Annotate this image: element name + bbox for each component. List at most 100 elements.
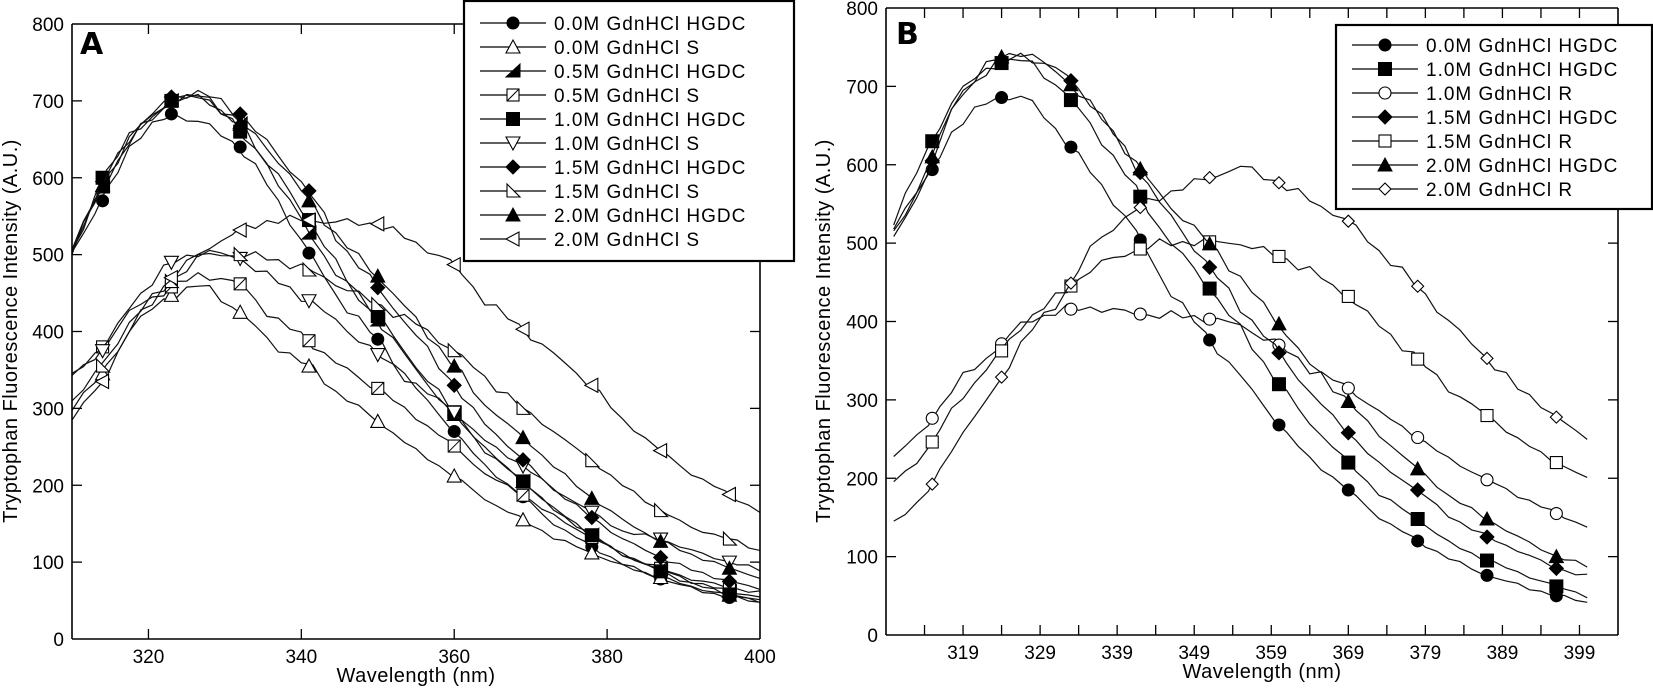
panel-b-data-point-0-0m-gdnhcl-hgdc xyxy=(1411,534,1425,548)
panel-a-x-tick-label: 320 xyxy=(133,647,165,668)
panel-a-data-point-1-5m-gdnhcl-s xyxy=(654,502,669,518)
panel-a-legend-entry: 1.5M GdnHCl S xyxy=(554,182,700,203)
panel-a-legend-entry: 1.5M GdnHCl HGDC xyxy=(554,158,746,179)
panel-b-data-point-0-0m-gdnhcl-hgdc xyxy=(995,91,1009,105)
panel-b-data-point-1-5m-gdnhcl-hgdc xyxy=(1271,345,1287,361)
panel-b-series-group xyxy=(893,48,1588,603)
panel-a-y-tick-label: 100 xyxy=(32,553,64,574)
panel-a-data-point-1-0m-gdnhcl-s xyxy=(163,255,180,271)
panel-b-data-point-2-0m-gdnhcl-hgdc xyxy=(1132,160,1149,176)
panel-b-data-point-2-0m-gdnhcl-hgdc xyxy=(1271,315,1287,331)
panel-b-x-tick-label: 399 xyxy=(1564,643,1596,664)
panel-b-series-line-1-0m-gdnhcl-r xyxy=(893,303,1588,528)
panel-a-data-point-0-0m-gdnhcl-hgdc xyxy=(302,246,316,260)
panel-a-data-point-0-0m-gdnhcl-s xyxy=(369,413,386,428)
panel-b-y-tick-label: 800 xyxy=(846,0,878,20)
panel-a-legend-entry: 0.0M GdnHCl S xyxy=(554,38,700,59)
panel-a-legend-marker-0-5m-gdnhcl-hgdc xyxy=(504,62,521,78)
panel-b-data-point-2-0m-gdnhcl-hgdc xyxy=(1201,235,1218,251)
panel-b-legend-entry: 2.0M GdnHCl HGDC xyxy=(1426,156,1618,177)
panel-b-data-point-2-0m-gdnhcl-r xyxy=(1133,200,1148,215)
panel-a-data-point-2-0m-gdnhcl-hgdc xyxy=(94,177,111,192)
panel-b-legend-marker-0-0m-gdnhcl-hgdc xyxy=(1378,38,1392,52)
panel-b-legend-marker-1-5m-gdnhcl-hgdc xyxy=(1377,109,1393,125)
panel-b-legend: 0.0M GdnHCl HGDC 1.0M GdnHCl HGDC 1.0M Gdn… xyxy=(1334,23,1653,211)
panel-b-series-line-1-5m-gdnhcl-r xyxy=(893,237,1588,483)
panel-a-data-point-1-5m-gdnhcl-s xyxy=(302,261,318,277)
panel-b-data-point-0-0m-gdnhcl-hgdc xyxy=(1203,333,1217,347)
panel-a-data-point-2-0m-gdnhcl-hgdc xyxy=(446,358,463,373)
panel-b-y-tick-label: 500 xyxy=(846,234,878,255)
panel-b-data-point-1-0m-gdnhcl-r xyxy=(1341,381,1355,395)
panel-a-series-line-2-0m-gdnhcl-s xyxy=(71,214,761,514)
panel-a-data-point-0-0m-gdnhcl-s xyxy=(232,304,249,319)
panel-a-legend-marker-0-5m-gdnhcl-s xyxy=(506,88,520,102)
panel-a-data-point-1-5m-gdnhcl-s xyxy=(233,246,249,262)
panel-a-data-point-1-5m-gdnhcl-hgdc xyxy=(721,573,738,590)
panel-a-data-point-1-5m-gdnhcl-hgdc xyxy=(446,377,462,394)
panel-b-data-point-0-0m-gdnhcl-hgdc xyxy=(1272,418,1286,432)
panel-b-legend-entry: 1.5M GdnHCl HGDC xyxy=(1426,108,1618,129)
panel-a-data-point-2-0m-gdnhcl-hgdc xyxy=(721,560,738,575)
panel-b-series-line-2-0m-gdnhcl-hgdc xyxy=(893,52,1588,568)
panel-a-data-point-1-0m-gdnhcl-hgdc xyxy=(370,309,385,324)
panel-a-data-point-0-0m-gdnhcl-hgdc xyxy=(164,107,178,121)
panel-b-ticks: 0 100 200 300 400 500 600 700 800 319 329 339 349 359… xyxy=(846,0,1618,664)
panel-b-legend-entry: 0.0M GdnHCl HGDC xyxy=(1426,36,1618,57)
panel-b-data-point-1-0m-gdnhcl-r xyxy=(925,411,939,425)
panel-a-y-tick-label: 300 xyxy=(32,399,64,420)
panel-a-data-point-2-0m-gdnhcl-s xyxy=(300,212,316,228)
panel-a-data-point-2-0m-gdnhcl-hgdc xyxy=(583,490,600,505)
panel-a-legend-marker-2-0m-gdnhcl-hgdc xyxy=(505,206,521,222)
panel-a-data-point-0-0m-gdnhcl-hgdc xyxy=(233,140,247,154)
panel-a-data-point-0-0m-gdnhcl-s xyxy=(583,544,600,560)
panel-b-x-tick-label: 319 xyxy=(947,643,979,664)
panel-b-data-point-2-0m-gdnhcl-hgdc xyxy=(1063,76,1079,92)
panel-b-data-point-2-0m-gdnhcl-r xyxy=(1064,276,1078,290)
panel-a-data-point-1-5m-gdnhcl-s xyxy=(516,400,532,415)
panel-a-data-point-2-0m-gdnhcl-hgdc xyxy=(369,268,386,283)
panel-b-data-point-1-0m-gdnhcl-hgdc xyxy=(925,134,940,149)
panel-a-data-point-2-0m-gdnhcl-hgdc xyxy=(515,429,531,445)
panel-a-legend-entry: 0.5M GdnHCl S xyxy=(554,86,700,107)
panel-b-series-line-2-0m-gdnhcl-r xyxy=(893,165,1588,522)
panel-b-data-point-2-0m-gdnhcl-r xyxy=(925,477,940,491)
panel-b-data-point-2-0m-gdnhcl-r xyxy=(1202,170,1217,185)
panel-a-data-point-0-0m-gdnhcl-s xyxy=(446,467,463,483)
panel-a-series-line-0-0m-gdnhcl-hgdc xyxy=(71,113,761,603)
panel-a-series-line-0-0m-gdnhcl-s xyxy=(71,284,761,604)
panel-b-data-point-1-5m-gdnhcl-r xyxy=(1480,408,1494,423)
panel-a-y-tick-label: 400 xyxy=(32,323,64,344)
panel-a-data-point-1-5m-gdnhcl-hgdc xyxy=(515,452,531,468)
panel-a-data-point-1-0m-gdnhcl-s xyxy=(369,348,386,363)
panel-a-data-point-1-0m-gdnhcl-s xyxy=(301,294,317,309)
panel-b-data-point-2-0m-gdnhcl-hgdc xyxy=(1409,460,1426,476)
panel-b-data-point-1-5m-gdnhcl-hgdc xyxy=(1340,425,1357,441)
panel-b-data-point-1-0m-gdnhcl-r xyxy=(1549,506,1563,521)
panel-b-data-point-1-5m-gdnhcl-hgdc xyxy=(1201,259,1218,275)
panel-a-data-point-1-0m-gdnhcl-hgdc xyxy=(653,564,668,579)
panel-b-data-point-1-0m-gdnhcl-r xyxy=(1203,312,1217,326)
panel-b-x-tick-label: 329 xyxy=(1024,643,1056,664)
panel-a-data-point-1-0m-gdnhcl-s xyxy=(94,344,111,359)
panel-a-x-tick-label: 400 xyxy=(744,647,776,668)
panel-b-data-point-1-5m-gdnhcl-hgdc xyxy=(1409,482,1426,498)
panel-b-data-point-2-0m-gdnhcl-hgdc xyxy=(1548,548,1565,564)
panel-a-data-point-2-0m-gdnhcl-s xyxy=(514,321,530,338)
panel-a-legend-marker-0-0m-gdnhcl-s xyxy=(505,38,521,54)
panel-a-data-point-0-5m-gdnhcl-s xyxy=(302,334,316,348)
panel-a-data-point-0-0m-gdnhcl-s xyxy=(515,511,531,527)
panel-b-data-point-2-0m-gdnhcl-r xyxy=(1410,279,1425,294)
panel-a-legend-marker-2-0m-gdnhcl-s xyxy=(504,231,520,247)
panel-b-data-point-1-0m-gdnhcl-hgdc xyxy=(1271,377,1286,392)
panel-b-legend-marker-1-0m-gdnhcl-r xyxy=(1378,86,1392,100)
panel-b-data-point-1-0m-gdnhcl-hgdc xyxy=(1063,93,1078,108)
panel-a-legend-box xyxy=(462,0,796,263)
panel-b-data-point-1-0m-gdnhcl-hgdc xyxy=(1341,455,1356,470)
panel-b-x-tick-label: 369 xyxy=(1332,643,1364,664)
panel-a-series-line-1-5m-gdnhcl-s xyxy=(71,251,761,551)
panel-a-data-point-1-5m-gdnhcl-s xyxy=(96,357,111,373)
panel-a-x-tick-label: 340 xyxy=(285,647,317,668)
panel-b-legend-entry: 1.0M GdnHCl R xyxy=(1426,84,1573,105)
